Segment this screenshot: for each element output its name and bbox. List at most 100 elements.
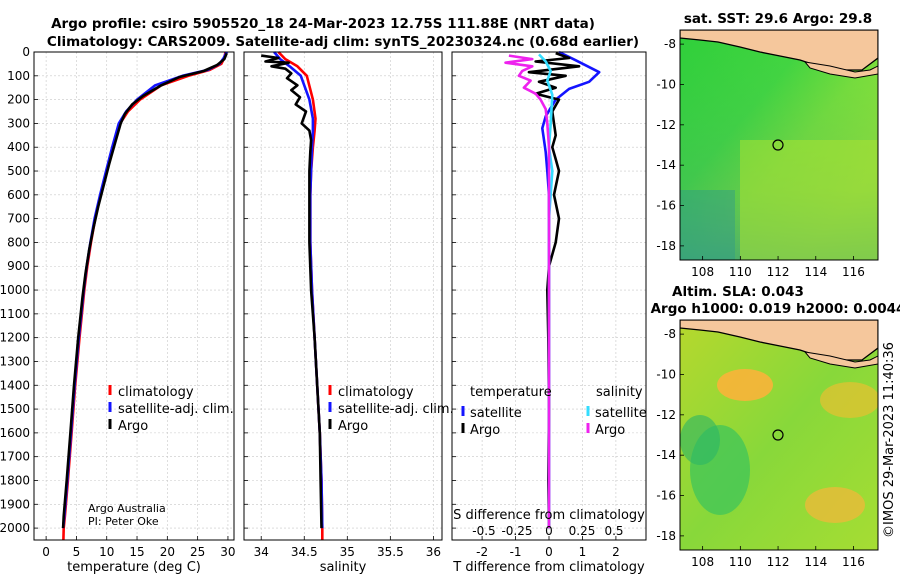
tick-label-x: 10: [99, 545, 114, 559]
sst-land-island: [803, 61, 878, 79]
map-tick-label-lat: -14: [656, 448, 676, 462]
secondary-tick-label: 0.5: [604, 524, 623, 538]
tick-label-x: -1: [510, 545, 522, 559]
sla-argo-marker: [772, 429, 784, 441]
map-tick-label-lon: 110: [729, 555, 752, 569]
series-line-argo: [61, 52, 228, 529]
map-tick-label-lon: 114: [804, 555, 827, 569]
tick-label-depth: 1000: [0, 283, 30, 297]
tick-label-x: 0: [545, 545, 553, 559]
salinity-panel: 34 34.5 35 35.5 36 salinity climatology satelli…: [243, 51, 454, 575]
map-tick-label-lat: -16: [656, 489, 676, 503]
secondary-tick-label: -0.25: [501, 524, 532, 538]
sla-high-patch-2: [820, 382, 878, 418]
legend-label: climatology: [118, 385, 194, 400]
tick-label-x: 36: [426, 545, 441, 559]
legend-label: satellite-adj. clim.: [118, 402, 234, 417]
legend-title-salinity: salinity: [596, 385, 643, 400]
tick-label-x: 2: [612, 545, 620, 559]
series-line-climatology: [62, 51, 227, 541]
map-tick-label-lat: -12: [656, 408, 676, 422]
tick-label-x: 34: [254, 545, 269, 559]
map-tick-label-lat: -10: [656, 77, 676, 91]
panel-frame: [243, 51, 443, 541]
map-tick-label-lat: -8: [664, 327, 676, 341]
sla-low-patch-2: [680, 415, 720, 465]
tick-label-x: 1: [579, 545, 587, 559]
map-tick-label-lat: -14: [656, 158, 676, 172]
sla-land-java: [680, 320, 878, 361]
x-axis-label: T difference from climatology: [452, 560, 645, 575]
secondary-tick-label: -0.5: [472, 524, 495, 538]
sla-high-patch: [717, 369, 773, 401]
secondary-tick-label: 0: [545, 524, 553, 538]
tick-label-depth: 1400: [0, 378, 30, 392]
legend-title-temperature: temperature: [470, 385, 552, 400]
tick-label-depth: 800: [7, 235, 30, 249]
figure-title-line2: Climatology: CARS2009. Satellite-adj cli…: [47, 34, 639, 50]
x-axis-label: temperature (deg C): [67, 560, 201, 575]
tick-label-depth: 200: [7, 93, 30, 107]
map-tick-label-lon: 116: [842, 265, 865, 279]
series-line-salinity-argo: [504, 54, 551, 529]
secondary-tick-label: 0.25: [569, 524, 596, 538]
sst-cool-patch: [680, 190, 735, 260]
sst-map-title: sat. SST: 29.6 Argo: 29.8: [684, 11, 872, 27]
map-tick-label-lat: -18: [656, 239, 676, 253]
imos-watermark: ©IMOS 29-Mar-2023 11:40:36: [882, 342, 897, 538]
sst-warm-patch: [740, 140, 878, 260]
tick-label-x: 25: [190, 545, 205, 559]
map-tick-label-lon: 108: [691, 555, 714, 569]
tick-label-x: 35.5: [377, 545, 404, 559]
tick-label-depth: 400: [7, 140, 30, 154]
legend-label: satellite-adj. clim.: [338, 402, 454, 417]
tick-label-depth: 1100: [0, 307, 30, 321]
secondary-x-axis-label: S difference from climatology: [453, 508, 645, 523]
map-tick-label-lon: 110: [729, 265, 752, 279]
tick-label-depth: 1300: [0, 354, 30, 368]
tick-label-depth: 1800: [0, 473, 30, 487]
sla-map: Altim. SLA: 0.043 Argo h1000: 0.019 h200…: [651, 284, 900, 569]
legend-label: climatology: [338, 385, 414, 400]
legend-label: satellite: [595, 406, 647, 421]
map-tick-label-lat: -8: [664, 37, 676, 51]
map-tick-label-lon: 112: [767, 265, 790, 279]
map-tick-label-lat: -16: [656, 199, 676, 213]
credit-org: Argo Australia: [88, 502, 166, 515]
legend-label: satellite: [470, 406, 522, 421]
tick-label-depth: 1200: [0, 331, 30, 345]
difference-panel: -2 -1 0 1 2T difference from climatology temp…: [451, 50, 647, 575]
sst-argo-marker: [772, 139, 784, 151]
tick-label-x: 30: [220, 545, 235, 559]
map-tick-label-lat: -18: [656, 529, 676, 543]
sla-map-title: Altim. SLA: 0.043: [672, 284, 804, 300]
credit-pi: PI: Peter Oke: [88, 515, 159, 528]
panel-frame: [451, 51, 647, 541]
map-tick-label-lon: 112: [767, 555, 790, 569]
legend-label: Argo: [118, 419, 148, 434]
temperature-panel: 0 5 10 15 20 25 300100200300400500600700800900…: [0, 45, 236, 575]
tick-label-depth: 0: [22, 45, 30, 59]
tick-label-depth: 1900: [0, 497, 30, 511]
sst-land-java: [680, 30, 878, 71]
tick-label-depth: 1500: [0, 402, 30, 416]
sst-map-frame: [679, 29, 879, 261]
tick-label-depth: 600: [7, 188, 30, 202]
series-line-temperature-argo: [527, 51, 581, 529]
tick-label-x: 15: [129, 545, 144, 559]
tick-label-depth: 900: [7, 259, 30, 273]
tick-label-x: -2: [476, 545, 488, 559]
map-tick-label-lat: -10: [656, 367, 676, 381]
map-tick-label-lon: 116: [842, 555, 865, 569]
sst-map: sat. SST: 29.6 Argo: 29.8 108 110 112 114 11…: [656, 11, 879, 279]
series-line-argo: [261, 54, 323, 529]
tick-label-depth: 100: [7, 69, 30, 83]
figure-title-line1: Argo profile: csiro 5905520_18 24-Mar-20…: [51, 16, 595, 32]
tick-label-x: 20: [160, 545, 175, 559]
legend-label: Argo: [595, 423, 625, 438]
sla-land-island: [803, 351, 878, 369]
map-tick-label-lon: 114: [804, 265, 827, 279]
panel-frame: [33, 51, 235, 541]
tick-label-depth: 300: [7, 116, 30, 130]
